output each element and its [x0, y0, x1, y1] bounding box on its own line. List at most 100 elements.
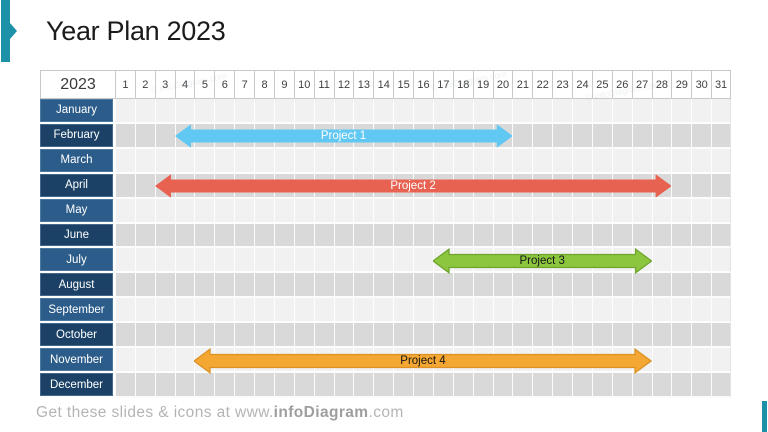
day-cell [472, 298, 493, 324]
day-cell [631, 373, 652, 398]
day-cell [273, 298, 294, 324]
day-cell [115, 223, 135, 249]
month-label: July [40, 248, 115, 274]
day-cell [671, 323, 692, 349]
day-cell [174, 99, 195, 124]
day-cell [512, 373, 533, 398]
day-cell [691, 373, 712, 398]
day-cell [293, 298, 314, 324]
day-cell [174, 323, 195, 349]
day-cell [651, 99, 672, 124]
day-cell [532, 123, 553, 149]
day-cell [413, 273, 433, 299]
day-cell [492, 298, 513, 324]
day-cell [353, 198, 374, 224]
day-cell [353, 248, 374, 274]
day-cell [154, 223, 175, 249]
day-cell [273, 323, 294, 349]
day-cell [492, 273, 513, 299]
day-cell [711, 348, 731, 374]
day-cell [293, 99, 314, 124]
day-cell [234, 198, 255, 224]
project-arrow[interactable]: Project 1 [174, 123, 513, 149]
day-cell [671, 198, 692, 224]
day-cell [591, 298, 612, 324]
day-cell [373, 298, 394, 324]
day-cell [691, 173, 712, 199]
month-label: December [40, 373, 115, 398]
day-cell [572, 148, 592, 174]
day-cell [691, 99, 712, 124]
day-cell [711, 198, 731, 224]
day-cell [651, 198, 672, 224]
project-arrow-label: Project 3 [519, 254, 565, 267]
day-cell [273, 99, 294, 124]
day-cell [572, 273, 592, 299]
day-cell [353, 298, 374, 324]
day-cell [552, 323, 573, 349]
day-cell [214, 273, 235, 299]
day-cell [532, 223, 553, 249]
day-cell [214, 373, 235, 398]
day-cell [234, 373, 255, 398]
day-cell [591, 198, 612, 224]
day-cell [353, 223, 374, 249]
project-arrow[interactable]: Project 3 [432, 247, 652, 274]
day-cell [234, 99, 255, 124]
day-cell [691, 298, 712, 324]
day-cell [254, 248, 274, 274]
month-label: January [40, 99, 115, 124]
day-header-cell: 23 [552, 70, 573, 99]
day-cell [313, 323, 334, 349]
month-label: April [40, 173, 115, 199]
day-cell [711, 373, 731, 398]
day-cell [174, 248, 195, 274]
day-cell [214, 248, 235, 274]
day-cell [273, 373, 294, 398]
day-cell [711, 148, 731, 174]
day-cell [413, 99, 433, 124]
year-header-cell: 2023 [40, 70, 115, 99]
day-cell [194, 273, 215, 299]
day-cell [115, 123, 135, 149]
day-cell [373, 148, 394, 174]
project-arrow-label: Project 1 [320, 130, 367, 143]
day-cell [393, 298, 414, 324]
day-header-cell: 31 [711, 70, 731, 99]
day-cell [452, 223, 473, 249]
day-cell [254, 223, 274, 249]
day-cell [512, 148, 533, 174]
day-cell [512, 273, 533, 299]
day-cell [373, 323, 394, 349]
day-cell [572, 223, 592, 249]
day-cell [115, 298, 135, 324]
project-arrow[interactable]: Project 2 [154, 173, 672, 199]
day-cell [472, 148, 493, 174]
day-header-cell: 20 [492, 70, 513, 99]
day-cell [194, 323, 215, 349]
day-header-cell: 19 [472, 70, 493, 99]
day-header-cell: 11 [313, 70, 334, 99]
day-cell [134, 348, 155, 374]
day-cell [492, 99, 513, 124]
day-cell [591, 123, 612, 149]
day-cell [631, 99, 652, 124]
day-cell [611, 99, 632, 124]
day-header-cell: 27 [631, 70, 652, 99]
day-cell [671, 273, 692, 299]
slide-accent-left-arrow [1, 0, 17, 62]
day-cell [393, 148, 414, 174]
day-cell [214, 323, 235, 349]
day-cell [214, 298, 235, 324]
project-arrow[interactable]: Project 4 [194, 347, 652, 374]
day-header-cell: 10 [293, 70, 314, 99]
day-header-cell: 22 [532, 70, 553, 99]
day-cell [194, 198, 215, 224]
day-cell [492, 223, 513, 249]
month-label: June [40, 223, 115, 249]
day-cell [671, 298, 692, 324]
day-cell [691, 223, 712, 249]
day-cell [432, 198, 453, 224]
day-cell [552, 223, 573, 249]
day-cell [691, 348, 712, 374]
